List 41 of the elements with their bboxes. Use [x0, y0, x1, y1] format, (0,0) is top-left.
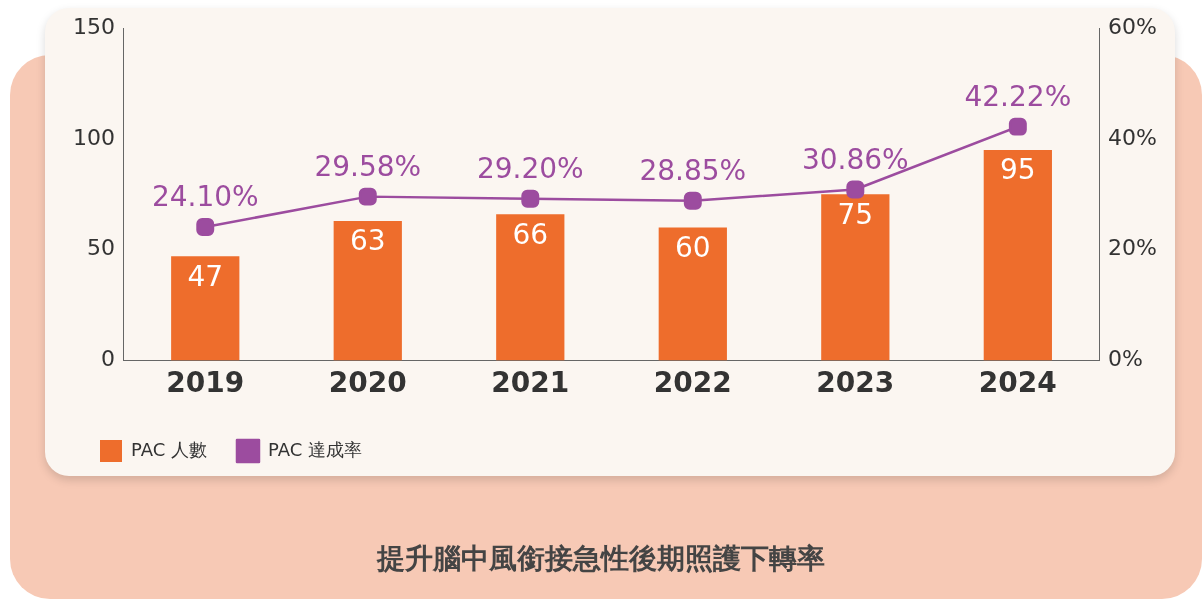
point: [196, 217, 215, 236]
y-tick-label: 0: [100, 346, 115, 372]
y2-tick-label: 0%: [1108, 346, 1144, 372]
text: 提升腦中風銜接急性後期照護下轉率: [375, 541, 826, 577]
data-label: 29.58%: [314, 149, 422, 183]
x-tick-label: 2022: [653, 366, 732, 400]
bar: [658, 227, 727, 361]
x-tick-label: 2023: [816, 366, 895, 400]
bar: [983, 150, 1052, 361]
point: [521, 189, 540, 208]
data-label: 29.20%: [476, 152, 584, 186]
bar: [171, 256, 240, 361]
bar: [496, 214, 565, 361]
y2-tick-label: 20%: [1108, 235, 1158, 261]
data-label: 95: [1000, 153, 1036, 187]
data-label: 66: [512, 217, 549, 251]
point: [846, 180, 865, 199]
x-tick-label: 2019: [166, 366, 245, 400]
legend-label: PAC 人數: [131, 438, 207, 460]
x-tick-label: 2020: [328, 366, 407, 400]
data-label: 42.22%: [964, 79, 1072, 113]
legend-label: PAC 達成率: [267, 438, 362, 460]
data-label: 24.10%: [151, 180, 259, 214]
data-label: 60: [674, 230, 711, 264]
data-label: 75: [837, 197, 874, 231]
data-label: 30.86%: [801, 142, 909, 176]
x-tick-label: 2024: [978, 366, 1057, 400]
y-tick-label: 50: [86, 235, 115, 261]
y2-tick-label: 40%: [1108, 124, 1158, 150]
bar: [821, 194, 890, 361]
point: [683, 191, 702, 210]
x-tick-label: 2021: [491, 366, 570, 400]
point: [1008, 117, 1027, 136]
point: [358, 187, 377, 206]
y-tick-label: 150: [72, 13, 115, 39]
data-label: 63: [349, 224, 386, 258]
bar: [333, 220, 402, 361]
y2-tick-label: 60%: [1108, 13, 1158, 39]
y-tick-label: 100: [72, 124, 115, 150]
data-label: 28.85%: [639, 153, 747, 187]
data-label: 47: [187, 259, 224, 293]
